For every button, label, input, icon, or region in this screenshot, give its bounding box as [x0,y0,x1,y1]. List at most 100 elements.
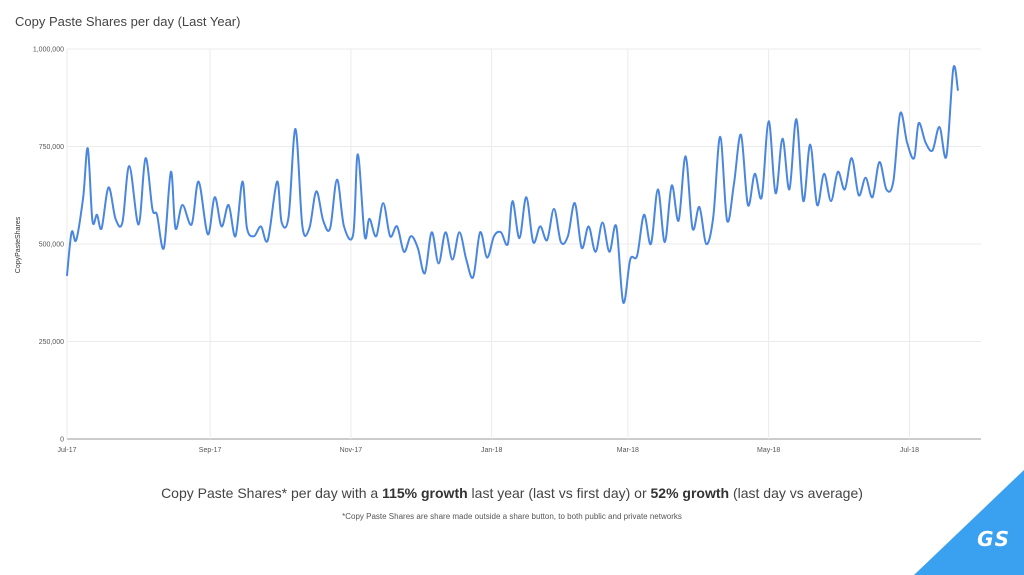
grid-lines [66,48,981,440]
data-point [221,226,223,228]
data-point [719,136,721,138]
data-point [789,189,791,191]
data-point [445,231,447,233]
data-point [302,226,304,228]
data-point [519,237,521,239]
data-point [553,208,555,210]
data-point [182,204,184,206]
data-point [101,228,103,230]
data-point [352,233,354,235]
data-point [431,231,433,233]
y-tick-label: 0 [60,437,64,444]
data-point [424,272,426,274]
data-point [82,196,84,198]
footnote: *Copy Paste Shares are share made outsid… [342,512,682,521]
data-point [851,157,853,159]
data-point [465,259,467,261]
data-point [364,235,366,237]
data-point [357,153,359,155]
x-tick-label: Jan-18 [481,447,503,454]
caption-text-3: (last day vs average) [729,485,863,501]
data-point [486,257,488,259]
line-chart: 0 250,000 500,000 750,000 1,000,000 Jul-17 Se… [15,47,981,454]
data-point [260,226,262,228]
caption-text-1: Copy Paste Shares* per day with a [161,485,383,501]
data-point [918,122,920,124]
data-point [92,220,94,222]
data-point [747,204,749,206]
data-point [886,189,888,191]
caption-text-2: last year (last vs first day) or [467,485,651,501]
data-point [459,231,461,233]
data-point [726,220,728,222]
data-point [595,251,597,253]
data-point [816,204,818,206]
x-tick-label: May-18 [757,447,780,454]
data-point [267,239,269,241]
data-point [170,171,172,173]
data-point [858,194,860,196]
y-axis-label: CopyPasteShares [15,216,22,273]
data-point [315,190,317,192]
data-point [512,200,514,202]
data-point [809,144,811,146]
data-point [692,228,694,230]
data-point [768,120,770,122]
data-point [228,204,230,206]
data-point [546,239,548,241]
data-point [602,222,604,224]
data-point [66,274,68,276]
data-point [389,235,391,237]
y-tick-label: 1,000,000 [33,47,64,54]
data-point [539,226,541,228]
data-point [754,173,756,175]
data-point [152,208,154,210]
data-point [403,251,405,253]
data-point [308,228,310,230]
data-point [588,226,590,228]
data-point [122,222,124,224]
data-point [479,231,481,233]
x-axis: Jul-17 Sep-17 Nov-17 Jan-18 Mar-18 May-18 Jul-… [57,447,919,454]
data-point [198,181,200,183]
x-tick-label: Nov-17 [340,447,363,454]
data-point [369,218,371,220]
data-point [417,247,419,249]
data-point [939,126,941,128]
data-point [844,189,846,191]
series-layer [66,65,959,304]
data-point [899,113,901,115]
data-point [242,181,244,183]
data-point [71,231,73,233]
data-point [253,235,255,237]
data-point [281,222,283,224]
data-point [108,187,110,189]
data-point [295,128,297,130]
data-point [191,224,193,226]
data-point [235,235,237,237]
x-tick-label: Mar-18 [617,447,639,454]
data-point [560,241,562,243]
data-point [532,241,534,243]
caption-bold-2: 52% growth [650,485,730,501]
data-point [879,161,881,163]
data-point [452,259,454,261]
data-point [214,196,216,198]
caption-bold-1: 115% growth [382,485,468,501]
data-point [872,196,874,198]
data-point [507,243,509,245]
data-point [145,157,147,159]
x-tick-label: Sep-17 [199,447,222,454]
x-tick-label: Jul-18 [900,447,919,454]
data-point [906,142,908,144]
data-point [288,216,290,218]
gs-logo: GS [977,527,1010,551]
data-point [733,183,735,185]
data-point [796,118,798,120]
data-point [343,226,345,228]
data-point [952,68,954,70]
series-line [66,65,959,304]
data-point [115,218,117,220]
data-point [685,155,687,157]
data-point [322,220,324,222]
